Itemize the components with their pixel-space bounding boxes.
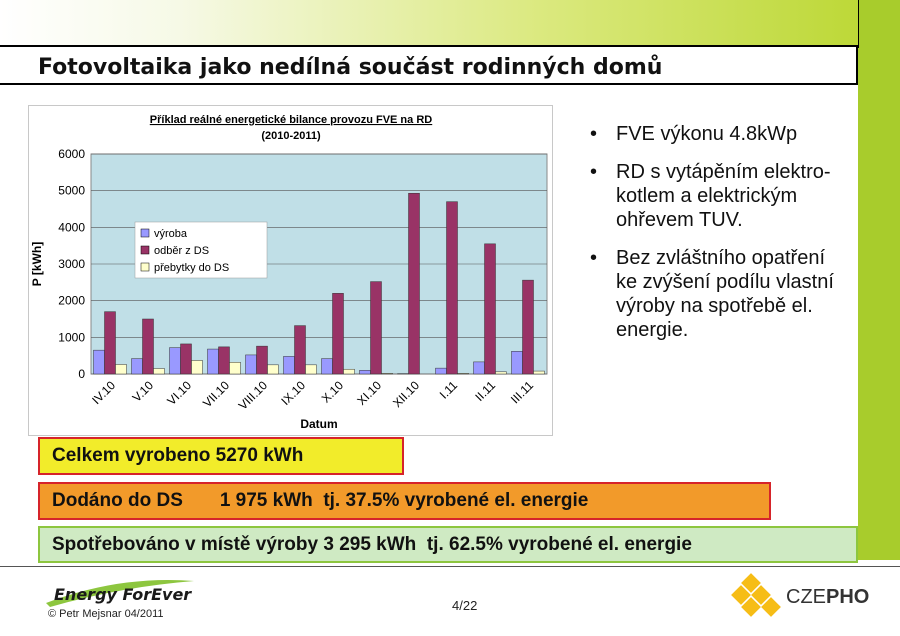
bar-odber bbox=[446, 201, 458, 375]
x-tick-label: V.10 bbox=[130, 378, 157, 405]
czepho-logo: CZEPHO bbox=[731, 573, 869, 617]
y-axis-label: P [kWh] bbox=[30, 242, 44, 286]
bar-vyroba bbox=[359, 370, 371, 375]
produced-summary-box: Celkem vyrobeno 5270 kWh bbox=[38, 437, 404, 475]
right-green-band bbox=[858, 0, 900, 560]
bar-odber bbox=[180, 343, 192, 375]
bar-prebytky bbox=[457, 373, 469, 375]
x-tick-label: VIII.10 bbox=[236, 378, 271, 413]
x-tick-label: II.11 bbox=[472, 378, 498, 404]
bar-prebytky bbox=[153, 368, 165, 375]
bullet-list: FVE výkonu 4.8kWp RD s vytápěním elektro… bbox=[588, 122, 850, 356]
czepho-logo-bold: PHO bbox=[826, 586, 869, 608]
bar-odber bbox=[484, 243, 496, 375]
bar-odber bbox=[142, 318, 154, 375]
bar-prebytky bbox=[495, 371, 507, 375]
chart-subtitle: (2010-2011) bbox=[261, 130, 321, 142]
czepho-logo-light: CZE bbox=[786, 586, 826, 608]
x-tick-label: III.11 bbox=[508, 378, 536, 406]
legend-label-prebytky: přebytky do DS bbox=[154, 262, 229, 274]
page-title: Fotovoltaika jako nedílná součást rodinn… bbox=[38, 55, 663, 80]
bar-prebytky bbox=[533, 370, 545, 375]
bar-vyroba bbox=[131, 358, 143, 375]
legend-swatch-odber bbox=[140, 245, 150, 255]
energy-forever-logo-text: Energy ForEver bbox=[54, 585, 192, 604]
bullet-item: RD s vytápěním elektro-kotlem a elektric… bbox=[588, 160, 850, 232]
bar-odber bbox=[294, 325, 306, 375]
x-tick-label: XII.10 bbox=[390, 378, 422, 410]
bar-odber bbox=[218, 346, 230, 375]
bar-prebytky bbox=[305, 364, 317, 375]
bar-odber bbox=[104, 311, 116, 375]
x-axis-label: Datum bbox=[300, 417, 337, 431]
y-tick-label: 6000 bbox=[58, 147, 85, 161]
bar-odber bbox=[370, 281, 382, 375]
bar-vyroba bbox=[207, 348, 219, 375]
x-tick-label: XI.10 bbox=[354, 378, 384, 408]
energy-forever-logo: Energy ForEver bbox=[46, 579, 194, 607]
svg-text:CZEPHO: CZEPHO bbox=[786, 586, 869, 608]
header-divider bbox=[858, 0, 859, 48]
y-tick-label: 3000 bbox=[58, 257, 85, 271]
page-number: 4/22 bbox=[452, 598, 478, 613]
x-tick-label: VI.10 bbox=[164, 378, 194, 408]
sun-icon bbox=[731, 573, 781, 617]
bar-odber bbox=[408, 192, 420, 375]
bullet-item: FVE výkonu 4.8kWp bbox=[588, 122, 850, 146]
bar-vyroba bbox=[169, 347, 181, 375]
bar-chart: Příklad reálné energetické bilance provo… bbox=[30, 114, 548, 431]
bar-vyroba bbox=[93, 349, 105, 375]
bar-vyroba bbox=[435, 367, 447, 375]
header-gradient-band bbox=[0, 0, 900, 46]
bar-prebytky bbox=[267, 364, 279, 375]
x-tick-label: VII.10 bbox=[200, 378, 232, 410]
y-tick-label: 2000 bbox=[58, 294, 85, 308]
bar-vyroba bbox=[321, 358, 333, 375]
legend-swatch-vyroba bbox=[140, 228, 150, 238]
legend-label-vyroba: výroba bbox=[154, 228, 188, 240]
y-tick-label: 0 bbox=[78, 367, 85, 381]
x-tick-label: I.11 bbox=[437, 378, 461, 402]
consumed-summary-box: Spotřebováno v místě výroby 3 295 kWh tj… bbox=[38, 526, 858, 563]
legend-swatch-prebytky bbox=[140, 262, 150, 272]
y-tick-label: 1000 bbox=[58, 330, 85, 344]
bar-vyroba bbox=[511, 351, 523, 375]
copyright-text: © Petr Mejsnar 04/2011 bbox=[48, 608, 164, 620]
x-tick-label: IV.10 bbox=[89, 378, 118, 407]
legend-box bbox=[134, 221, 268, 279]
delivered-summary-box: Dodáno do DS 1 975 kWh tj. 37.5% vyroben… bbox=[38, 482, 771, 520]
x-tick-label: IX.10 bbox=[278, 378, 308, 408]
y-tick-label: 4000 bbox=[58, 220, 85, 234]
x-tick-label: X.10 bbox=[319, 378, 347, 406]
bar-odber bbox=[256, 345, 268, 375]
title-bar: Fotovoltaika jako nedílná součást rodinn… bbox=[0, 45, 858, 85]
bullet-item: Bez zvláštního opatření ke zvýšení podíl… bbox=[588, 246, 850, 342]
bar-vyroba bbox=[473, 361, 485, 375]
bar-prebytky bbox=[115, 364, 127, 375]
footer-divider bbox=[0, 566, 900, 567]
bar-odber bbox=[522, 279, 534, 375]
bar-prebytky bbox=[381, 373, 393, 375]
y-tick-label: 5000 bbox=[58, 184, 85, 198]
chart-panel: Příklad reálné energetické bilance provo… bbox=[28, 105, 553, 436]
bar-prebytky bbox=[229, 362, 241, 375]
bar-vyroba bbox=[245, 354, 257, 375]
bar-prebytky bbox=[191, 360, 203, 375]
bar-vyroba bbox=[283, 356, 295, 375]
chart-legend: výroba odběr z DS přebytky do DS bbox=[134, 221, 268, 279]
legend-label-odber: odběr z DS bbox=[154, 245, 209, 257]
bar-prebytky bbox=[343, 368, 355, 375]
chart-title: Příklad reálné energetické bilance provo… bbox=[150, 114, 432, 126]
bar-odber bbox=[332, 293, 344, 375]
